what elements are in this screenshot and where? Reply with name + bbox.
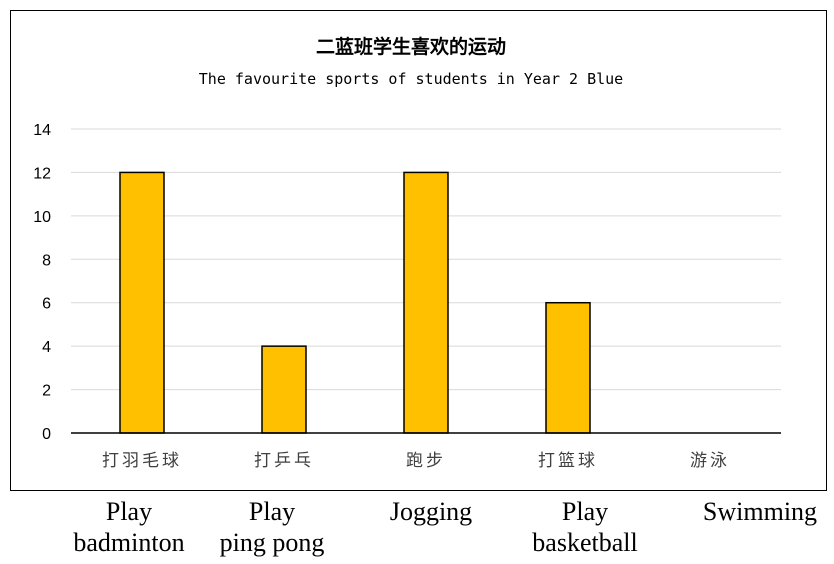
english-label-line1: Swimming [702,497,818,526]
english-label: Jogging [390,496,472,527]
english-label: Play ping pong [220,496,325,558]
english-label-line2: basketball [532,528,638,557]
chart-subtitle: The favourite sports of students in Year… [199,70,623,88]
english-label: Play basketball [532,496,637,558]
y-tick-label: 6 [42,296,51,313]
chart-frame: 二蓝班学生喜欢的运动 The favourite sports of stude… [10,10,827,491]
y-tick-label: 2 [42,383,51,400]
english-label-line1: Play [561,497,609,526]
english-label: Swimming [703,496,817,527]
bar [119,171,165,434]
y-tick-label: 10 [33,209,51,226]
x-tick-label: 打羽毛球 [102,451,182,471]
y-axis-ticks: 0 2 4 6 8 10 12 14 [33,122,51,443]
bar [403,171,449,434]
y-tick-label: 8 [42,252,51,269]
english-label-line1: Jogging [389,497,473,526]
x-tick-label: 游泳 [690,451,730,471]
bar [261,345,307,434]
y-tick-label: 4 [42,339,51,356]
y-tick-label: 12 [33,165,51,182]
english-label-line2: ping pong [219,528,325,557]
bar [545,301,591,434]
chart-title: 二蓝班学生喜欢的运动 [316,35,506,58]
bar-chart: 二蓝班学生喜欢的运动 The favourite sports of stude… [33,35,781,471]
english-label-line1: Play [105,497,153,526]
x-tick-label: 打乒乓 [254,451,314,471]
y-tick-label: 0 [42,426,51,443]
x-tick-label: 打篮球 [538,451,598,471]
x-tick-label: 跑步 [406,451,446,471]
bars [71,171,781,434]
y-tick-label: 14 [33,122,51,139]
english-label-line2: badminton [73,528,185,557]
english-label: Play badminton [73,496,184,558]
english-label-line1: Play [248,497,296,526]
x-axis-ticks: 打羽毛球 打乒乓 跑步 打篮球 游泳 [102,451,730,471]
